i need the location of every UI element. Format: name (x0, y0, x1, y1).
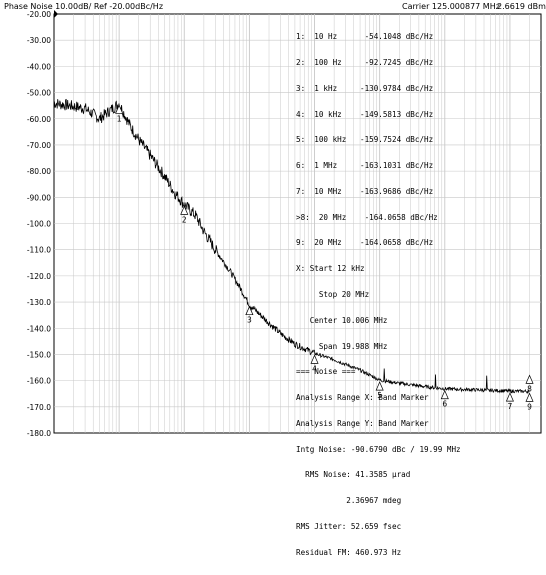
noise-header: === Noise === (296, 367, 356, 377)
marker-row: >8: 20 MHz -164.0658 dBc/Hz (296, 212, 438, 222)
noise-row: 2.36967 mdeg (296, 496, 402, 506)
noise-row: RMS Noise: 41.3585 µrad (296, 470, 411, 480)
noise-row: Intg Noise: -90.6790 dBc / 19.99 MHz (296, 444, 461, 454)
y-tick-label: -80.00 (27, 167, 51, 176)
y-tick-label: -170.0 (27, 403, 51, 412)
marker-1-triangle (115, 104, 124, 114)
marker-4-triangle (310, 354, 319, 364)
marker-table: 1: 10 Hz -54.1048 dBc/Hz 2: 100 Hz -92.7… (296, 16, 461, 575)
y-tick-label: -150.0 (27, 350, 51, 359)
noise-row: Analysis Range Y: Band Marker (296, 418, 429, 428)
y-tick-label: -30.00 (27, 36, 51, 45)
span-row: Center 10.006 MHz (296, 315, 388, 325)
y-tick-label: -110.0 (27, 246, 51, 255)
marker-9-label: 9 (527, 402, 532, 411)
span-row: Span 19.988 MHz (296, 341, 388, 351)
phase-noise-trace (53, 98, 530, 395)
y-tick-label: -140.0 (27, 324, 51, 333)
marker-row: 9: 20 MHz -164.0658 dBc/Hz (296, 238, 434, 248)
y-tick-label: -100.0 (27, 220, 51, 229)
noise-row: RMS Jitter: 52.659 fsec (296, 522, 402, 532)
marker-row: 5: 100 kHz -159.7524 dBc/Hz (296, 135, 434, 145)
marker-3-triangle (245, 305, 254, 316)
marker-5-label: 5 (377, 391, 382, 400)
marker-row: 3: 1 kHz -130.9784 dBc/Hz (296, 83, 434, 93)
y-tick-label: -130.0 (27, 298, 51, 307)
y-tick-label: -160.0 (27, 377, 51, 386)
y-tick-label: -20.00 (27, 10, 51, 19)
carrier-power: 2.6619 dBm (497, 2, 546, 11)
span-row: X: Start 12 kHz (296, 264, 365, 274)
marker-4-label: 4 (312, 364, 317, 373)
marker-row: 7: 10 MHz -163.9686 dBc/Hz (296, 186, 434, 196)
y-tick-label: -40.00 (27, 62, 51, 71)
y-tick-label: -180.0 (27, 429, 51, 438)
marker-9-triangle (525, 392, 534, 402)
y-tick-label: -90.00 (27, 193, 51, 202)
span-row: Stop 20 MHz (296, 290, 370, 299)
marker-1-label: 1 (117, 114, 122, 123)
carrier-frequency: Carrier 125.000877 MHz (402, 2, 500, 11)
chart-title: Phase Noise 10.00dB/ Ref -20.00dBc/Hz (4, 2, 164, 11)
phase-noise-chart: -20.00 -30.00 -40.00 -50.00 -60.00 -70.00 -80.… (27, 10, 542, 438)
marker-3-label: 3 (247, 316, 252, 325)
ref-level-arrow (54, 10, 58, 18)
marker-7-triangle (505, 392, 514, 402)
marker-7-label: 7 (508, 402, 513, 411)
y-tick-label: -60.00 (27, 115, 51, 124)
marker-6-triangle (440, 389, 449, 400)
noise-row: Residual FM: 460.973 Hz (296, 547, 402, 557)
y-tick-label: -50.00 (27, 89, 51, 98)
noise-row: Analysis Range X: Band Marker (296, 393, 429, 403)
marker-2-triangle (180, 205, 189, 215)
y-tick-label: -120.0 (27, 272, 51, 281)
marker-row: 4: 10 kHz -149.5813 dBc/Hz (296, 109, 434, 119)
marker-5-triangle (375, 381, 384, 391)
marker-8-triangle (525, 374, 534, 384)
phase-noise-window: -20.00 -30.00 -40.00 -50.00 -60.00 -70.00 -80.… (4, 2, 546, 557)
marker-8-label: 8 (527, 384, 532, 393)
marker-row: 1: 10 Hz -54.1048 dBc/Hz (296, 32, 434, 42)
marker-6-label: 6 (442, 400, 447, 409)
marker-row: 2: 100 Hz -92.7245 dBc/Hz (296, 57, 434, 67)
marker-row: 6: 1 MHz -163.1031 dBc/Hz (296, 161, 434, 171)
y-tick-label: -70.00 (27, 141, 51, 150)
marker-2-label: 2 (182, 215, 187, 224)
